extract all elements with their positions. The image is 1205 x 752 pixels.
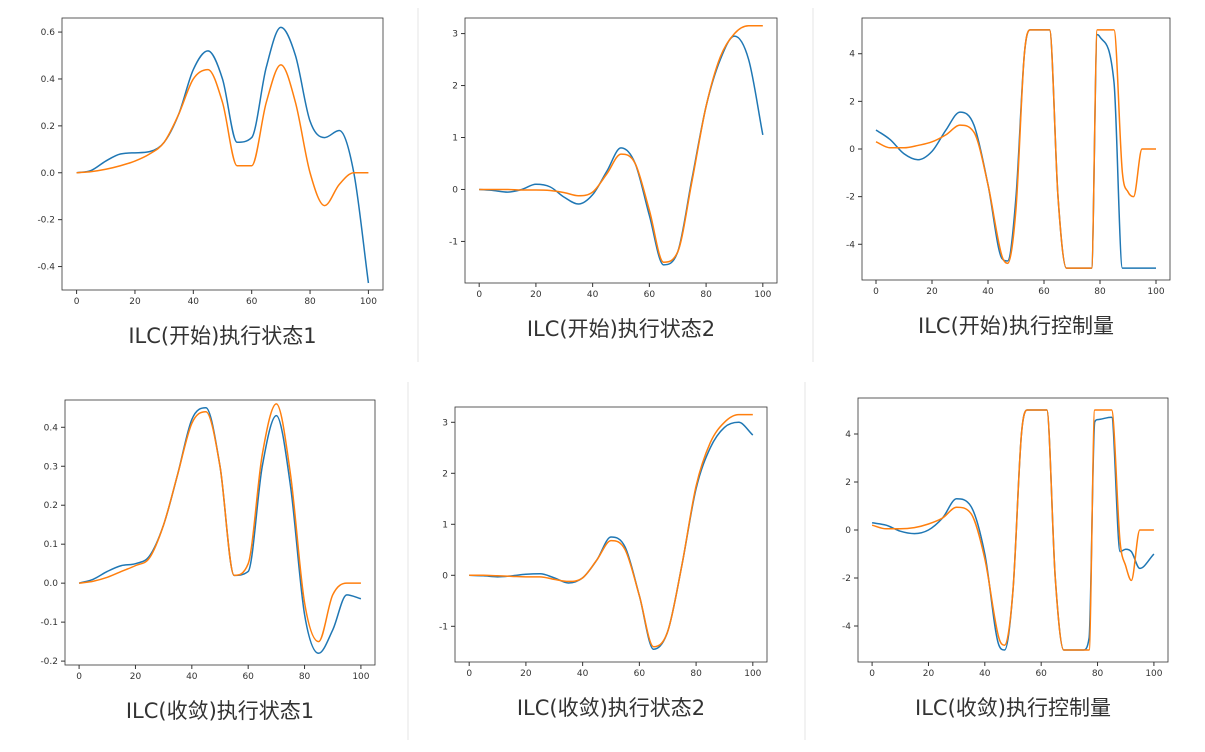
y-tick-label: 0.2 bbox=[44, 501, 58, 511]
x-tick-label: 0 bbox=[76, 672, 82, 682]
x-tick-label: 0 bbox=[869, 669, 875, 679]
x-tick-label: 40 bbox=[188, 297, 200, 307]
y-tick-label: -4 bbox=[846, 240, 855, 250]
x-tick-label: 100 bbox=[360, 297, 377, 307]
series-line bbox=[469, 421, 754, 651]
x-tick-label: 100 bbox=[754, 290, 771, 300]
x-tick-label: 60 bbox=[242, 672, 254, 682]
series-line bbox=[479, 25, 763, 263]
y-tick-label: 0.4 bbox=[44, 423, 59, 433]
x-tick-label: 100 bbox=[1147, 287, 1164, 297]
y-tick-label: 0 bbox=[849, 145, 855, 155]
x-tick-label: 20 bbox=[520, 669, 532, 679]
y-tick-label: 3 bbox=[452, 30, 458, 40]
x-tick-label: 80 bbox=[690, 669, 702, 679]
x-tick-label: 60 bbox=[1035, 669, 1047, 679]
plot-area bbox=[861, 17, 1171, 281]
series-line bbox=[76, 64, 369, 207]
plot-area bbox=[61, 17, 384, 291]
x-tick-label: 40 bbox=[587, 290, 599, 300]
series-line bbox=[76, 26, 370, 284]
y-tick-label: 0.2 bbox=[41, 122, 55, 132]
series-line bbox=[78, 403, 361, 643]
series-line bbox=[875, 29, 1156, 269]
x-tick-label: 0 bbox=[873, 287, 879, 297]
chart-caption: ILC(开始)执行状态1 bbox=[128, 324, 316, 348]
x-tick-label: 40 bbox=[982, 287, 994, 297]
series-line bbox=[871, 409, 1154, 651]
y-tick-label: -1 bbox=[439, 622, 448, 632]
y-tick-label: -0.2 bbox=[37, 216, 55, 226]
x-tick-label: 100 bbox=[352, 672, 369, 682]
plot-area bbox=[464, 17, 778, 284]
x-tick-label: 0 bbox=[466, 669, 472, 679]
x-tick-label: 80 bbox=[1092, 669, 1104, 679]
x-tick-label: 40 bbox=[979, 669, 991, 679]
y-tick-label: 4 bbox=[845, 430, 851, 440]
y-tick-label: 2 bbox=[845, 478, 851, 488]
y-tick-label: 3 bbox=[442, 418, 448, 428]
y-tick-label: -0.1 bbox=[40, 618, 58, 628]
y-tick-label: 1 bbox=[452, 134, 458, 144]
chart-caption: ILC(收敛)执行状态2 bbox=[517, 696, 705, 720]
y-tick-label: -2 bbox=[842, 574, 851, 584]
y-tick-label: 4 bbox=[849, 50, 855, 60]
plot-area bbox=[857, 397, 1169, 663]
y-tick-label: 2 bbox=[442, 469, 448, 479]
x-tick-label: 80 bbox=[700, 290, 712, 300]
y-tick-label: 0 bbox=[442, 571, 448, 581]
plot-area bbox=[64, 399, 376, 666]
chart-caption: ILC(收敛)执行控制量 bbox=[915, 696, 1111, 720]
y-tick-label: 0.6 bbox=[41, 28, 56, 38]
chart-caption: ILC(收敛)执行状态1 bbox=[126, 699, 314, 723]
series-line bbox=[479, 35, 764, 266]
y-tick-label: -4 bbox=[842, 622, 851, 632]
x-tick-label: 100 bbox=[1145, 669, 1162, 679]
x-tick-label: 0 bbox=[74, 297, 80, 307]
series-line bbox=[78, 407, 362, 655]
x-tick-label: 80 bbox=[299, 672, 311, 682]
y-tick-label: 0.1 bbox=[44, 540, 58, 550]
y-tick-label: -1 bbox=[449, 237, 458, 247]
x-tick-label: 20 bbox=[530, 290, 542, 300]
x-tick-label: 60 bbox=[1038, 287, 1050, 297]
x-tick-label: 40 bbox=[577, 669, 589, 679]
y-tick-label: -2 bbox=[846, 193, 855, 203]
x-tick-label: 20 bbox=[923, 669, 935, 679]
series-line bbox=[871, 409, 1155, 651]
y-tick-label: 0 bbox=[845, 526, 851, 536]
x-tick-label: 0 bbox=[476, 290, 482, 300]
y-tick-label: 1 bbox=[442, 520, 448, 530]
series-line bbox=[469, 413, 753, 648]
y-tick-label: -0.4 bbox=[37, 263, 55, 273]
y-tick-label: 0.0 bbox=[41, 169, 56, 179]
y-tick-label: 2 bbox=[849, 97, 855, 107]
y-tick-label: 0.3 bbox=[44, 462, 58, 472]
x-tick-label: 100 bbox=[744, 669, 761, 679]
x-tick-label: 20 bbox=[130, 672, 142, 682]
x-tick-label: 60 bbox=[246, 297, 258, 307]
y-tick-label: 0.4 bbox=[41, 75, 56, 85]
y-tick-label: 0.0 bbox=[44, 579, 59, 589]
x-tick-label: 20 bbox=[926, 287, 938, 297]
x-tick-label: 40 bbox=[186, 672, 198, 682]
plot-area bbox=[454, 406, 768, 663]
x-tick-label: 80 bbox=[1094, 287, 1106, 297]
x-tick-label: 20 bbox=[129, 297, 141, 307]
y-tick-label: 2 bbox=[452, 82, 458, 92]
y-tick-label: -0.2 bbox=[40, 657, 58, 667]
x-tick-label: 60 bbox=[644, 290, 656, 300]
y-tick-label: 0 bbox=[452, 185, 458, 195]
x-tick-label: 60 bbox=[634, 669, 646, 679]
series-line bbox=[875, 29, 1156, 269]
x-tick-label: 80 bbox=[304, 297, 316, 307]
chart-caption: ILC(开始)执行状态2 bbox=[527, 317, 715, 341]
chart-caption: ILC(开始)执行控制量 bbox=[918, 314, 1114, 338]
